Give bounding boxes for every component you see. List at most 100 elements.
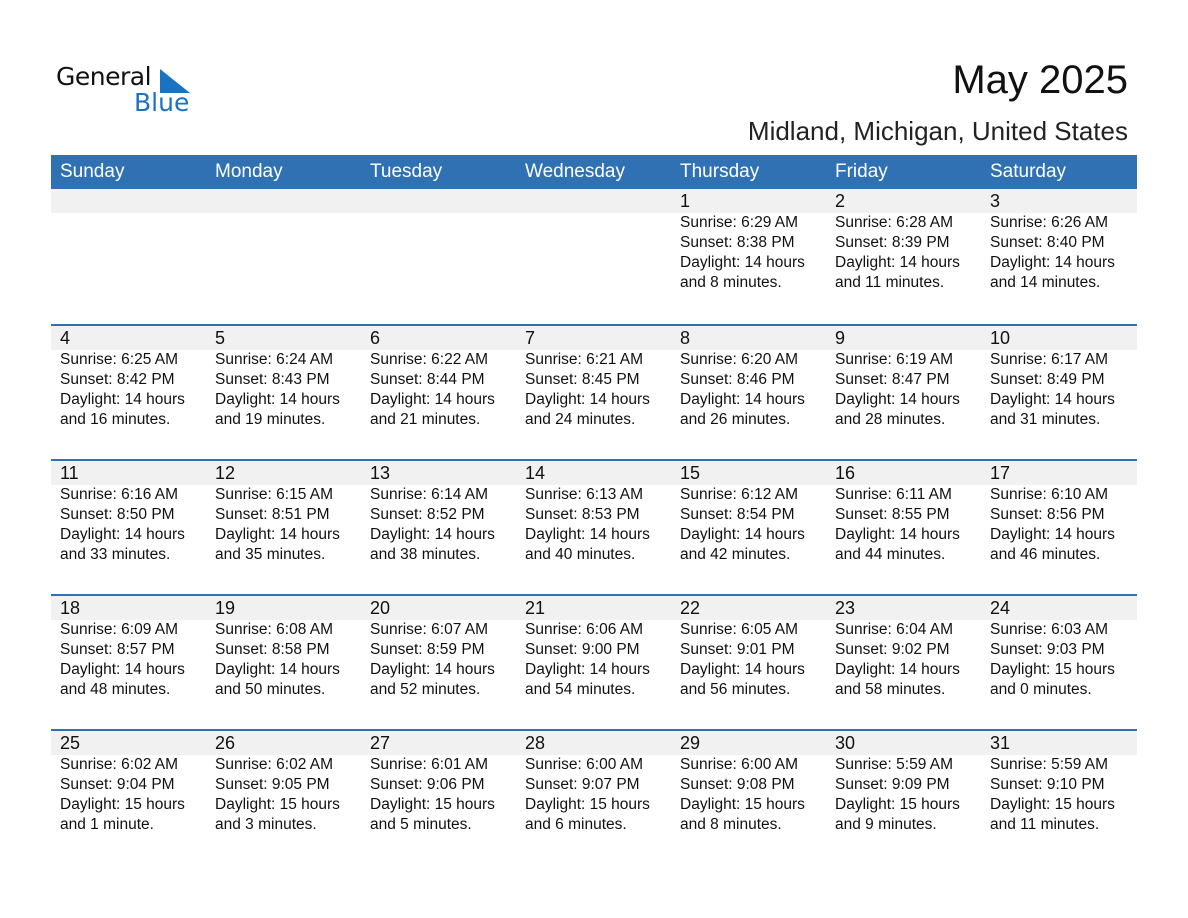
sunset-text: Sunset: 9:06 PM: [370, 776, 485, 793]
sunrise-text: Sunrise: 6:26 AM: [990, 214, 1109, 231]
sunset-text: Sunset: 9:04 PM: [60, 776, 175, 793]
sunset-text: Sunset: 8:51 PM: [215, 506, 330, 523]
sunrise-text: Sunrise: 6:02 AM: [60, 756, 179, 773]
day-cell: 21 Sunrise: 6:06 AM Sunset: 9:00 PM Dayligh…: [516, 596, 671, 729]
sunrise-text: Sunrise: 5:59 AM: [835, 756, 954, 773]
empty-cell: [516, 189, 671, 324]
day-cell: 30 Sunrise: 5:59 AM Sunset: 9:09 PM Dayligh…: [826, 731, 981, 864]
day-cell: 22 Sunrise: 6:05 AM Sunset: 9:01 PM Dayligh…: [671, 596, 826, 729]
sunset-text: Sunset: 9:03 PM: [990, 641, 1105, 658]
sunrise-text: Sunrise: 6:14 AM: [370, 486, 489, 503]
day-cell: 20 Sunrise: 6:07 AM Sunset: 8:59 PM Dayligh…: [361, 596, 516, 729]
sunset-text: Sunset: 9:00 PM: [525, 641, 640, 658]
daylight-minutes-text: and 46 minutes.: [990, 546, 1101, 563]
sunset-text: Sunset: 8:56 PM: [990, 506, 1105, 523]
daylight-minutes-text: and 26 minutes.: [680, 411, 791, 428]
day-number: 9: [835, 328, 846, 348]
day-number: 16: [835, 463, 856, 483]
sunrise-text: Sunrise: 6:28 AM: [835, 214, 954, 231]
daylight-text: Daylight: 15 hours: [835, 796, 960, 813]
sunrise-text: Sunrise: 6:16 AM: [60, 486, 179, 503]
day-number: 26: [215, 733, 236, 753]
day-number: 7: [525, 328, 536, 348]
daylight-minutes-text: and 54 minutes.: [525, 681, 636, 698]
date-band: [51, 461, 1137, 485]
daylight-text: Daylight: 15 hours: [990, 661, 1115, 678]
day-cell: 16 Sunrise: 6:11 AM Sunset: 8:55 PM Dayligh…: [826, 461, 981, 594]
daylight-minutes-text: and 1 minute.: [60, 816, 154, 833]
daylight-text: Daylight: 14 hours: [215, 391, 340, 408]
daylight-minutes-text: and 48 minutes.: [60, 681, 171, 698]
weekday-monday: Monday: [215, 161, 283, 182]
day-cell: 7 Sunrise: 6:21 AM Sunset: 8:45 PM Daylight…: [516, 326, 671, 459]
daylight-text: Daylight: 14 hours: [525, 526, 650, 543]
daylight-minutes-text: and 50 minutes.: [215, 681, 326, 698]
day-number: 29: [680, 733, 701, 753]
date-band: [51, 596, 1137, 620]
sunrise-text: Sunrise: 6:00 AM: [525, 756, 644, 773]
daylight-minutes-text: and 3 minutes.: [215, 816, 317, 833]
daylight-text: Daylight: 14 hours: [835, 526, 960, 543]
daylight-minutes-text: and 5 minutes.: [370, 816, 472, 833]
daylight-text: Daylight: 14 hours: [990, 254, 1115, 271]
daylight-text: Daylight: 14 hours: [370, 661, 495, 678]
daylight-text: Daylight: 15 hours: [990, 796, 1115, 813]
sunset-text: Sunset: 8:54 PM: [680, 506, 795, 523]
sunset-text: Sunset: 9:10 PM: [990, 776, 1105, 793]
weekday-friday: Friday: [835, 161, 888, 182]
sunset-text: Sunset: 8:59 PM: [370, 641, 485, 658]
daylight-text: Daylight: 14 hours: [215, 661, 340, 678]
week-row: 25 Sunrise: 6:02 AM Sunset: 9:04 PM Dayligh…: [51, 729, 1137, 864]
sunrise-text: Sunrise: 6:24 AM: [215, 351, 334, 368]
daylight-text: Daylight: 14 hours: [835, 661, 960, 678]
sunset-text: Sunset: 8:57 PM: [60, 641, 175, 658]
sunset-text: Sunset: 8:58 PM: [215, 641, 330, 658]
day-cell: 26 Sunrise: 6:02 AM Sunset: 9:05 PM Dayligh…: [206, 731, 361, 864]
daylight-text: Daylight: 14 hours: [215, 526, 340, 543]
day-cell: 5 Sunrise: 6:24 AM Sunset: 8:43 PM Daylight…: [206, 326, 361, 459]
sunrise-text: Sunrise: 6:20 AM: [680, 351, 799, 368]
day-number: 17: [990, 463, 1011, 483]
sunrise-text: Sunrise: 6:17 AM: [990, 351, 1109, 368]
day-number: 11: [60, 463, 79, 483]
sunset-text: Sunset: 8:38 PM: [680, 234, 795, 251]
weekday-sunday: Sunday: [60, 161, 125, 182]
daylight-text: Daylight: 14 hours: [680, 254, 805, 271]
day-number: 3: [990, 191, 1001, 211]
day-number: 5: [215, 328, 226, 348]
sunrise-text: Sunrise: 6:07 AM: [370, 621, 489, 638]
daylight-minutes-text: and 35 minutes.: [215, 546, 326, 563]
date-band: [51, 731, 1137, 755]
sunset-text: Sunset: 8:53 PM: [525, 506, 640, 523]
daylight-text: Daylight: 14 hours: [680, 391, 805, 408]
day-cell: 27 Sunrise: 6:01 AM Sunset: 9:06 PM Dayligh…: [361, 731, 516, 864]
day-cell: 28 Sunrise: 6:00 AM Sunset: 9:07 PM Dayligh…: [516, 731, 671, 864]
daylight-minutes-text: and 14 minutes.: [990, 274, 1101, 291]
sunset-text: Sunset: 9:08 PM: [680, 776, 795, 793]
sunrise-text: Sunrise: 6:12 AM: [680, 486, 799, 503]
sunset-text: Sunset: 8:44 PM: [370, 371, 485, 388]
day-cell: 12 Sunrise: 6:15 AM Sunset: 8:51 PM Dayligh…: [206, 461, 361, 594]
sunrise-text: Sunrise: 6:03 AM: [990, 621, 1109, 638]
sunrise-text: Sunrise: 6:09 AM: [60, 621, 179, 638]
day-cell: 10 Sunrise: 6:17 AM Sunset: 8:49 PM Dayligh…: [981, 326, 1136, 459]
daylight-minutes-text: and 21 minutes.: [370, 411, 481, 428]
daylight-minutes-text: and 9 minutes.: [835, 816, 937, 833]
day-cell: 8 Sunrise: 6:20 AM Sunset: 8:46 PM Daylight…: [671, 326, 826, 459]
weekday-wednesday: Wednesday: [525, 161, 625, 182]
sunrise-text: Sunrise: 6:19 AM: [835, 351, 954, 368]
sunset-text: Sunset: 8:49 PM: [990, 371, 1105, 388]
day-number: 13: [370, 463, 391, 483]
daylight-minutes-text: and 33 minutes.: [60, 546, 171, 563]
sunrise-text: Sunrise: 6:15 AM: [215, 486, 334, 503]
day-number: 20: [370, 598, 391, 618]
day-number: 30: [835, 733, 856, 753]
day-number: 22: [680, 598, 701, 618]
day-number: 21: [525, 598, 546, 618]
date-band: [51, 189, 1137, 213]
week-row: 18 Sunrise: 6:09 AM Sunset: 8:57 PM Dayligh…: [51, 594, 1137, 729]
sunset-text: Sunset: 8:52 PM: [370, 506, 485, 523]
day-cell: 3 Sunrise: 6:26 AM Sunset: 8:40 PM Daylight…: [981, 189, 1136, 324]
day-number: 24: [990, 598, 1011, 618]
day-cell: 23 Sunrise: 6:04 AM Sunset: 9:02 PM Dayligh…: [826, 596, 981, 729]
